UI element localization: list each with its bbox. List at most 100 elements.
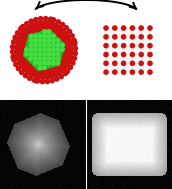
Circle shape [33, 74, 38, 78]
Circle shape [15, 31, 20, 35]
Circle shape [121, 35, 126, 39]
Circle shape [20, 64, 24, 68]
Circle shape [34, 57, 37, 60]
Circle shape [35, 75, 39, 79]
Circle shape [12, 58, 16, 62]
Circle shape [65, 63, 69, 67]
Circle shape [73, 46, 78, 50]
Circle shape [38, 52, 42, 56]
Circle shape [148, 44, 152, 48]
Circle shape [49, 21, 53, 26]
Circle shape [63, 71, 67, 76]
Circle shape [11, 55, 15, 59]
Circle shape [69, 51, 73, 55]
Circle shape [47, 52, 51, 56]
Circle shape [27, 25, 31, 29]
Circle shape [49, 17, 53, 21]
Circle shape [139, 70, 143, 74]
Circle shape [38, 57, 42, 60]
Circle shape [38, 66, 42, 69]
Circle shape [20, 70, 24, 74]
Circle shape [15, 45, 19, 49]
Circle shape [139, 26, 143, 30]
Circle shape [113, 35, 117, 39]
Circle shape [61, 48, 64, 51]
Circle shape [23, 74, 28, 78]
Circle shape [34, 48, 37, 51]
Circle shape [16, 57, 20, 61]
Circle shape [52, 18, 56, 22]
Circle shape [40, 80, 44, 84]
Ellipse shape [41, 31, 71, 55]
Circle shape [104, 70, 108, 74]
Circle shape [104, 44, 108, 48]
Circle shape [45, 75, 49, 80]
Circle shape [56, 52, 60, 56]
Circle shape [104, 52, 108, 57]
Circle shape [45, 79, 49, 84]
Circle shape [22, 29, 26, 34]
Circle shape [15, 41, 20, 45]
Circle shape [56, 20, 60, 24]
Circle shape [35, 79, 40, 83]
Circle shape [139, 44, 143, 48]
Circle shape [70, 34, 74, 38]
Circle shape [47, 30, 51, 33]
Circle shape [43, 39, 46, 42]
Circle shape [43, 30, 46, 33]
Circle shape [53, 73, 57, 77]
Circle shape [68, 55, 73, 59]
Circle shape [25, 48, 28, 51]
Circle shape [43, 61, 46, 65]
Circle shape [43, 43, 46, 47]
Circle shape [139, 61, 143, 65]
Circle shape [52, 39, 55, 42]
Circle shape [23, 29, 27, 33]
Circle shape [113, 26, 117, 30]
Circle shape [38, 48, 42, 51]
Circle shape [44, 16, 48, 21]
Circle shape [69, 42, 73, 46]
Circle shape [10, 50, 15, 54]
Circle shape [47, 39, 51, 42]
Circle shape [38, 39, 42, 42]
Circle shape [104, 61, 108, 65]
Circle shape [28, 76, 32, 80]
Circle shape [71, 61, 75, 65]
Circle shape [34, 61, 37, 65]
Circle shape [121, 52, 126, 57]
Circle shape [39, 21, 43, 25]
Circle shape [121, 70, 126, 74]
Circle shape [56, 43, 60, 47]
Circle shape [10, 45, 15, 49]
Ellipse shape [17, 27, 71, 69]
Circle shape [148, 35, 152, 39]
Circle shape [17, 37, 21, 41]
Circle shape [61, 29, 66, 33]
Circle shape [29, 34, 33, 38]
Circle shape [73, 41, 77, 46]
Circle shape [47, 57, 51, 60]
Circle shape [148, 70, 152, 74]
Circle shape [14, 62, 18, 67]
Circle shape [50, 18, 54, 22]
Circle shape [38, 34, 42, 38]
Circle shape [35, 21, 39, 26]
Circle shape [72, 56, 77, 60]
Circle shape [121, 44, 126, 48]
Circle shape [43, 66, 46, 69]
Circle shape [56, 39, 60, 42]
Circle shape [68, 65, 73, 69]
Circle shape [58, 26, 62, 30]
Circle shape [64, 70, 68, 74]
Circle shape [61, 67, 66, 72]
Circle shape [139, 35, 143, 39]
Circle shape [15, 54, 19, 58]
Circle shape [68, 41, 73, 45]
Circle shape [52, 43, 55, 47]
Circle shape [16, 67, 21, 71]
Circle shape [130, 52, 135, 57]
Circle shape [32, 78, 36, 82]
Circle shape [29, 39, 33, 42]
Circle shape [113, 70, 117, 74]
